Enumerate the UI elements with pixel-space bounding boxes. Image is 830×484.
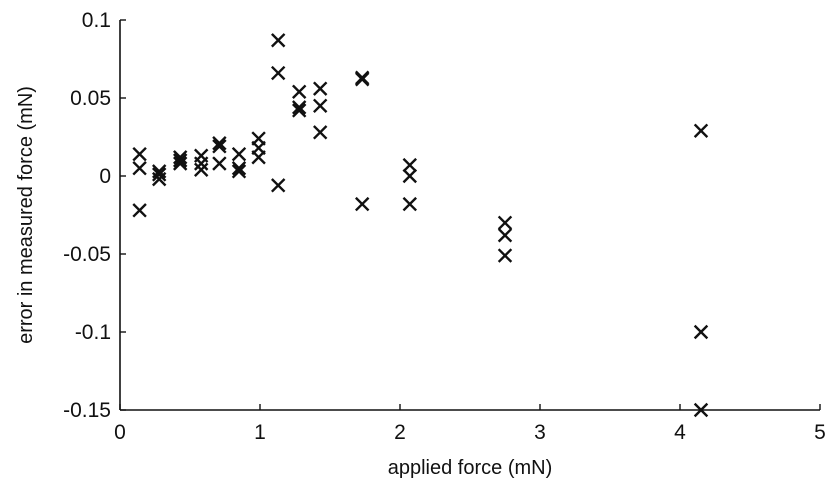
data-point-marker xyxy=(693,123,709,138)
plot-area xyxy=(119,20,820,411)
data-point-marker xyxy=(231,146,247,162)
data-point-marker xyxy=(231,161,247,176)
data-point-marker xyxy=(194,162,209,177)
data-point-marker xyxy=(313,81,328,96)
data-point-marker xyxy=(251,140,266,156)
y-axis-ticks: 0.1 0.05 0 -0.05 -0.1 -0.15 xyxy=(63,9,126,422)
data-point-marker xyxy=(497,248,513,263)
data-point-marker xyxy=(132,146,147,162)
data-point-marker xyxy=(402,157,417,173)
x-tick-label: 4 xyxy=(674,421,686,444)
x-tick-label: 5 xyxy=(814,421,826,444)
y-tick-label: 0.1 xyxy=(82,9,111,32)
y-tick-label: 0.05 xyxy=(70,87,111,110)
data-point-marker xyxy=(497,228,513,243)
x-tick-label: 1 xyxy=(254,421,266,444)
y-axis-title: error in measured force (mN) xyxy=(15,86,37,344)
data-point-marker xyxy=(271,65,286,81)
data-point-marker xyxy=(173,156,188,171)
data-point-marker xyxy=(212,156,227,171)
data-point-marker xyxy=(251,150,266,165)
data-point-marker xyxy=(132,203,147,218)
data-point-marker xyxy=(292,84,307,99)
data-point-marker xyxy=(693,402,709,418)
data-point-marker xyxy=(212,139,227,154)
data-markers xyxy=(132,33,709,418)
data-point-marker xyxy=(355,196,370,212)
data-point-marker xyxy=(292,100,307,115)
data-point-marker xyxy=(292,103,307,118)
data-point-marker xyxy=(497,215,513,230)
y-tick-label: 0 xyxy=(99,165,111,188)
x-tick-label: 0 xyxy=(114,421,126,444)
data-point-marker xyxy=(212,136,227,151)
y-tick-label: -0.1 xyxy=(75,321,111,344)
y-tick-label: -0.15 xyxy=(63,399,111,422)
data-point-marker xyxy=(313,98,328,113)
data-point-marker xyxy=(152,167,167,182)
x-axis-ticks: 0 1 2 3 4 5 xyxy=(114,404,826,444)
data-point-marker xyxy=(402,196,417,212)
y-tick-label: -0.05 xyxy=(63,243,111,266)
data-point-marker xyxy=(355,72,370,87)
data-point-marker xyxy=(132,161,147,176)
x-tick-label: 3 xyxy=(534,421,546,444)
x-tick-label: 2 xyxy=(394,421,406,444)
data-point-marker xyxy=(402,168,417,184)
data-point-marker xyxy=(271,178,286,193)
data-point-marker xyxy=(313,125,328,140)
data-point-marker xyxy=(693,324,709,340)
data-point-marker xyxy=(231,164,247,179)
x-axis-title: applied force (mN) xyxy=(388,457,553,479)
data-point-marker xyxy=(152,171,167,187)
data-point-marker xyxy=(251,131,266,146)
data-point-marker xyxy=(271,33,286,48)
data-point-marker xyxy=(173,153,188,168)
